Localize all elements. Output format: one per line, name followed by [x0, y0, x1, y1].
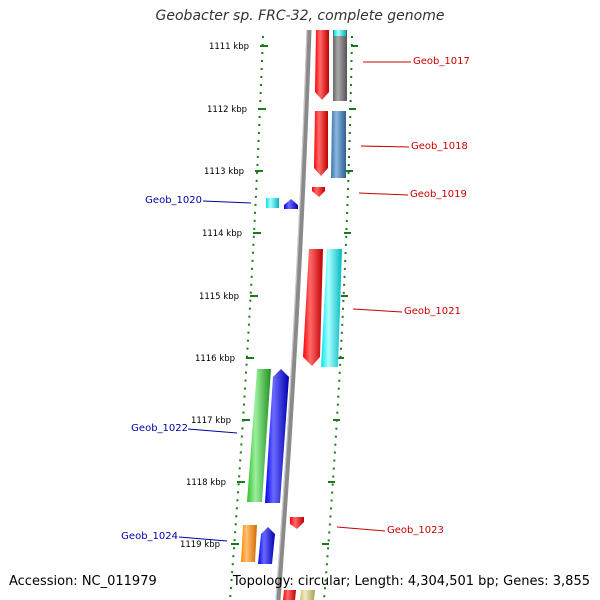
- gene-label[interactable]: Geob_1020: [145, 195, 202, 206]
- gene-arrow-red-small[interactable]: [312, 187, 325, 197]
- ruler-tick-label: 1114 kbp: [202, 229, 242, 239]
- gene-arrow-cyan[interactable]: [321, 249, 342, 367]
- ruler-inner-dots: [230, 36, 263, 600]
- accession-text: Accession: NC_011979: [9, 574, 157, 589]
- gene-arrow-gray[interactable]: [333, 30, 347, 101]
- gene-label[interactable]: Geob_1017: [413, 56, 470, 67]
- genome-summary-text: Topology: circular; Length: 4,304,501 bp…: [233, 574, 590, 589]
- ruler-tick-label: 1117 kbp: [191, 416, 231, 426]
- gene-label[interactable]: Geob_1021: [404, 306, 461, 317]
- gene-leader-line: [337, 527, 385, 531]
- gene-arrow-red[interactable]: [314, 111, 328, 176]
- gene-label[interactable]: Geob_1018: [411, 141, 468, 152]
- gene-leader-line: [353, 309, 402, 312]
- gene-arrow-blue[interactable]: [258, 527, 275, 564]
- gene-leader-line: [359, 193, 408, 195]
- gene-label[interactable]: Geob_1023: [387, 525, 444, 536]
- gene-arrow-blue-small[interactable]: [284, 199, 298, 209]
- gene-arrow-red[interactable]: [315, 30, 329, 100]
- gene-leader-line: [203, 201, 251, 203]
- ruler-tick-label: 1116 kbp: [195, 354, 235, 364]
- ruler-tick-label: 1113 kbp: [204, 167, 244, 177]
- gene-arrow-cyan-top[interactable]: [334, 30, 346, 36]
- genome-backbone-highlight: [276, 30, 307, 600]
- ruler-tick-label: 1112 kbp: [207, 105, 247, 115]
- ruler-tick-label: 1118 kbp: [186, 478, 226, 488]
- gene-arrow-orange[interactable]: [241, 525, 257, 562]
- gene-label[interactable]: Geob_1022: [131, 423, 188, 434]
- gene-leader-line: [188, 429, 237, 433]
- gene-arrow-khaki-bottom[interactable]: [300, 590, 315, 600]
- gene-arrow-red-small[interactable]: [290, 517, 304, 529]
- gene-arrow-steelblue[interactable]: [331, 111, 346, 178]
- ruler-tick-label: 1119 kbp: [180, 540, 220, 550]
- gene-leader-line: [361, 146, 409, 147]
- genome-map: 1111 kbp 1112 kbp 1113 kbp 1114 kbp 1115 kbp…: [0, 0, 600, 600]
- gene-arrow-cyan-small[interactable]: [266, 198, 279, 208]
- gene-label[interactable]: Geob_1024: [121, 531, 178, 542]
- ruler-tick-label: 1115 kbp: [199, 292, 239, 302]
- gene-arrow-red[interactable]: [303, 249, 323, 366]
- ruler-tick-label: 1111 kbp: [209, 42, 249, 52]
- gene-arrow-red-bottom[interactable]: [283, 590, 296, 600]
- gene-label[interactable]: Geob_1019: [410, 189, 467, 200]
